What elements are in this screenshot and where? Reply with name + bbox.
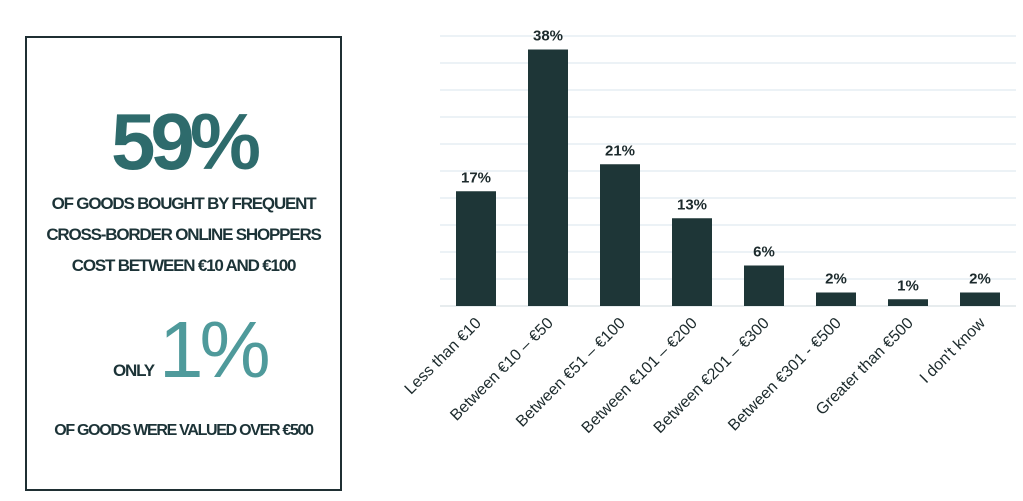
headline-caption-line: CROSS-BORDER ONLINE SHOPPERS bbox=[46, 225, 322, 244]
bar bbox=[600, 164, 640, 306]
bar bbox=[528, 49, 568, 306]
bars bbox=[456, 49, 1000, 306]
bar bbox=[888, 299, 928, 306]
bar bbox=[960, 292, 1000, 306]
data-label: 38% bbox=[533, 28, 563, 45]
category-label: Less than €10 bbox=[402, 315, 485, 398]
secondary-stat-row: ONLY 1% bbox=[27, 308, 340, 392]
data-label: 6% bbox=[753, 244, 775, 261]
secondary-caption: OF GOODS WERE VALUED OVER €500 bbox=[54, 422, 314, 439]
data-label: 2% bbox=[825, 271, 847, 288]
category-label: I don't know bbox=[917, 314, 989, 386]
headline-caption: OF GOODS BOUGHT BY FREQUENT CROSS-BORDER… bbox=[27, 188, 340, 281]
bar-chart: 17% 38% 21% 13% 6% 2% 1% 2% Less than €10 Betwee… bbox=[350, 0, 1023, 501]
category-label: Between €101 – €200 bbox=[579, 315, 701, 437]
category-label: Between €201 – €300 bbox=[651, 315, 773, 437]
data-label: 1% bbox=[897, 277, 919, 294]
headline-caption-line: OF GOODS BOUGHT BY FREQUENT bbox=[51, 194, 317, 213]
headline-percentage: 59% bbox=[110, 97, 261, 186]
bar bbox=[456, 191, 496, 306]
bar bbox=[672, 218, 712, 306]
data-label: 2% bbox=[969, 271, 991, 288]
bar bbox=[816, 292, 856, 306]
headline-caption-line: COST BETWEEN €10 AND €100 bbox=[71, 256, 297, 275]
data-labels: 17% 38% 21% 13% 6% 2% 1% 2% bbox=[461, 28, 991, 295]
stat-box: 59% OF GOODS BOUGHT BY FREQUENT CROSS-BO… bbox=[25, 36, 342, 491]
data-label: 21% bbox=[605, 142, 635, 159]
bar-chart-svg: 17%38%21%13%6%2% 1% 2% Less than €10Betwee… bbox=[402, 28, 1016, 437]
bar bbox=[744, 265, 784, 306]
only-label: ONLY bbox=[113, 361, 155, 380]
data-label: 17% bbox=[461, 169, 491, 186]
gridlines bbox=[440, 35, 1016, 307]
data-label: 13% bbox=[677, 196, 707, 213]
secondary-percentage: 1% bbox=[159, 305, 271, 394]
